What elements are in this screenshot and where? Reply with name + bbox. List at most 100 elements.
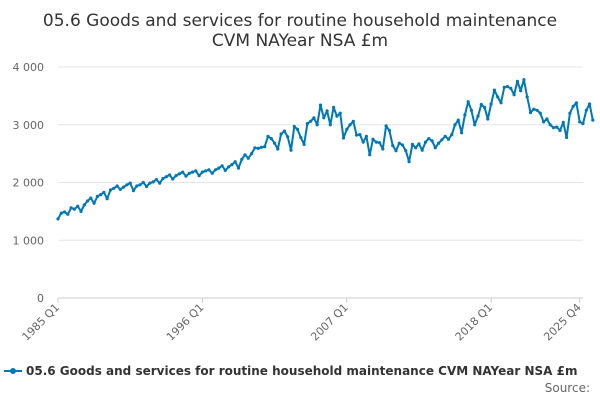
data-point[interactable]: [420, 148, 424, 152]
data-point[interactable]: [131, 189, 136, 193]
data-point[interactable]: [378, 141, 382, 145]
data-point[interactable]: [59, 211, 63, 215]
data-point[interactable]: [581, 122, 585, 126]
data-point[interactable]: [236, 166, 241, 170]
data-point[interactable]: [312, 116, 316, 120]
data-point[interactable]: [207, 168, 211, 172]
data-point[interactable]: [542, 120, 546, 124]
data-point[interactable]: [171, 177, 175, 181]
data-point[interactable]: [154, 178, 158, 182]
data-point[interactable]: [466, 100, 470, 104]
data-point[interactable]: [161, 176, 165, 181]
data-point[interactable]: [509, 86, 513, 90]
data-point[interactable]: [358, 133, 362, 137]
data-point[interactable]: [213, 168, 218, 172]
data-point[interactable]: [269, 137, 273, 141]
data-point[interactable]: [102, 190, 106, 194]
data-point[interactable]: [72, 207, 76, 211]
data-point[interactable]: [555, 125, 559, 129]
data-point[interactable]: [368, 153, 372, 157]
data-point[interactable]: [184, 174, 188, 178]
data-point[interactable]: [148, 181, 152, 185]
data-point[interactable]: [355, 133, 359, 137]
data-point[interactable]: [463, 113, 467, 117]
data-point[interactable]: [505, 85, 510, 89]
data-point[interactable]: [545, 117, 549, 121]
data-point[interactable]: [427, 137, 431, 141]
data-point[interactable]: [538, 111, 542, 115]
data-point[interactable]: [591, 118, 595, 122]
data-point[interactable]: [105, 197, 109, 201]
data-point[interactable]: [325, 109, 329, 113]
data-point[interactable]: [56, 217, 60, 221]
data-point[interactable]: [158, 181, 162, 185]
data-point[interactable]: [460, 131, 464, 135]
data-point[interactable]: [499, 101, 503, 105]
data-point[interactable]: [551, 126, 556, 130]
data-point[interactable]: [423, 140, 428, 144]
data-point[interactable]: [289, 148, 293, 152]
data-point[interactable]: [515, 79, 520, 83]
data-point[interactable]: [279, 132, 283, 136]
data-point[interactable]: [168, 173, 172, 177]
data-point[interactable]: [200, 170, 204, 174]
data-point[interactable]: [437, 141, 441, 145]
data-point[interactable]: [108, 188, 113, 192]
data-point[interactable]: [588, 102, 592, 106]
data-point[interactable]: [282, 129, 286, 133]
data-point[interactable]: [351, 119, 355, 123]
data-point[interactable]: [397, 141, 401, 145]
data-point[interactable]: [446, 137, 451, 141]
data-point[interactable]: [404, 149, 408, 153]
data-point[interactable]: [292, 124, 296, 129]
data-point[interactable]: [138, 183, 142, 187]
data-point[interactable]: [489, 102, 493, 106]
data-point[interactable]: [584, 108, 588, 112]
data-point[interactable]: [492, 88, 496, 92]
data-point[interactable]: [177, 172, 181, 176]
data-point[interactable]: [417, 142, 421, 146]
data-point[interactable]: [115, 184, 119, 188]
data-point[interactable]: [548, 123, 552, 127]
data-point[interactable]: [574, 101, 579, 105]
data-point[interactable]: [112, 186, 116, 190]
data-point[interactable]: [230, 163, 234, 167]
data-point[interactable]: [486, 117, 490, 121]
legend-label[interactable]: 05.6 Goods and services for routine hous…: [26, 364, 577, 378]
data-point[interactable]: [89, 196, 93, 200]
data-point[interactable]: [197, 174, 201, 178]
data-point[interactable]: [473, 123, 477, 127]
data-point[interactable]: [253, 146, 257, 150]
data-point[interactable]: [361, 140, 365, 144]
data-point[interactable]: [443, 134, 447, 138]
data-point[interactable]: [240, 157, 244, 161]
data-point[interactable]: [145, 184, 149, 189]
data-point[interactable]: [151, 180, 155, 184]
data-point[interactable]: [345, 127, 349, 131]
data-point[interactable]: [95, 194, 99, 198]
data-point[interactable]: [364, 134, 368, 138]
data-point[interactable]: [335, 114, 339, 118]
data-point[interactable]: [273, 141, 277, 145]
data-point[interactable]: [450, 133, 454, 137]
data-point[interactable]: [66, 212, 70, 216]
data-point[interactable]: [220, 164, 224, 168]
data-point[interactable]: [128, 181, 132, 185]
data-point[interactable]: [496, 95, 500, 99]
data-point[interactable]: [318, 103, 323, 107]
data-point[interactable]: [233, 160, 237, 164]
data-point[interactable]: [525, 95, 529, 99]
data-point[interactable]: [433, 146, 437, 150]
data-point[interactable]: [568, 111, 572, 115]
data-point[interactable]: [259, 145, 263, 149]
data-point[interactable]: [479, 102, 483, 107]
data-point[interactable]: [483, 105, 487, 109]
data-point[interactable]: [135, 184, 139, 188]
data-point[interactable]: [164, 175, 168, 179]
data-point[interactable]: [125, 183, 129, 187]
data-point[interactable]: [532, 107, 536, 111]
data-point[interactable]: [384, 124, 388, 128]
data-point[interactable]: [414, 146, 418, 150]
data-point[interactable]: [295, 127, 300, 131]
data-point[interactable]: [381, 147, 385, 151]
